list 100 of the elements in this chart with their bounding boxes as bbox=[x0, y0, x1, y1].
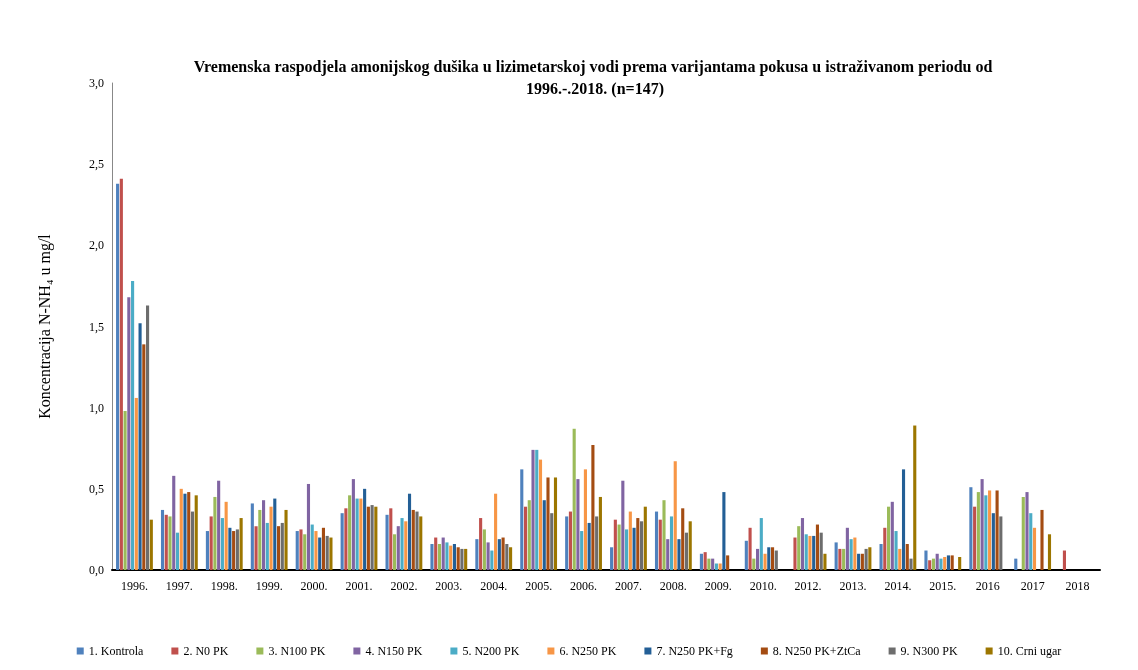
bar bbox=[505, 544, 509, 570]
bar bbox=[280, 522, 284, 570]
bar bbox=[681, 508, 685, 570]
bar bbox=[348, 495, 352, 570]
bar bbox=[808, 535, 812, 570]
bar bbox=[587, 522, 591, 570]
bar bbox=[707, 558, 711, 570]
bar bbox=[924, 550, 928, 570]
bar bbox=[258, 509, 262, 570]
legend-label: 3. N100 PK bbox=[268, 644, 326, 658]
bar bbox=[542, 500, 546, 570]
bar bbox=[703, 552, 707, 570]
bar bbox=[886, 506, 891, 570]
y-tick-label: 0,0 bbox=[89, 563, 104, 577]
bar bbox=[913, 425, 917, 570]
bar bbox=[625, 529, 629, 570]
bar bbox=[613, 519, 617, 570]
bar bbox=[770, 547, 775, 570]
bar bbox=[407, 493, 412, 570]
bar bbox=[658, 519, 662, 570]
x-tick-label: 2010. bbox=[749, 579, 777, 593]
bar bbox=[220, 518, 224, 570]
bar bbox=[669, 516, 674, 570]
bar bbox=[217, 480, 221, 570]
bar bbox=[636, 518, 640, 570]
bar bbox=[306, 483, 311, 570]
x-tick-label: 2018 bbox=[1065, 579, 1090, 593]
bar bbox=[168, 516, 172, 570]
bar bbox=[842, 548, 846, 570]
legend-label: 9. N300 PK bbox=[900, 644, 958, 658]
bar bbox=[767, 547, 771, 570]
bar bbox=[318, 537, 322, 570]
bar bbox=[179, 488, 183, 570]
bar bbox=[456, 547, 460, 570]
bar bbox=[1025, 492, 1029, 570]
bar bbox=[621, 480, 625, 570]
bar bbox=[898, 548, 902, 570]
bar bbox=[146, 305, 150, 570]
legend-label: 6. N250 PK bbox=[559, 644, 617, 658]
bar bbox=[1040, 509, 1044, 570]
bar bbox=[535, 449, 539, 570]
bar bbox=[800, 518, 805, 570]
bar bbox=[905, 544, 909, 570]
bar bbox=[404, 521, 408, 570]
bar bbox=[759, 518, 763, 570]
x-tick-label: 2016 bbox=[975, 579, 1000, 593]
x-tick-label: 2014. bbox=[884, 579, 912, 593]
bar bbox=[149, 519, 153, 570]
bar bbox=[864, 548, 868, 570]
bar bbox=[819, 532, 823, 570]
bar bbox=[909, 558, 913, 570]
bar bbox=[194, 495, 198, 570]
x-tick-label: 2009. bbox=[704, 579, 732, 593]
bar bbox=[748, 527, 752, 570]
bar bbox=[299, 529, 303, 570]
bar bbox=[490, 550, 494, 570]
bar bbox=[385, 514, 389, 570]
bar bbox=[527, 500, 531, 570]
bar bbox=[441, 537, 445, 570]
bar bbox=[610, 547, 614, 570]
bar bbox=[262, 500, 266, 570]
bar bbox=[883, 527, 887, 570]
bar bbox=[673, 461, 677, 570]
bar bbox=[935, 553, 939, 570]
bar bbox=[359, 498, 363, 570]
x-tick-label: 2000. bbox=[300, 579, 328, 593]
bar bbox=[344, 508, 348, 570]
x-tick-label: 2007. bbox=[614, 579, 642, 593]
legend-label: 7. N250 PK+Fg bbox=[656, 644, 733, 658]
bar bbox=[138, 323, 142, 570]
bar bbox=[460, 548, 464, 570]
x-tick-label: 2004. bbox=[480, 579, 508, 593]
bar bbox=[984, 495, 988, 570]
bar bbox=[415, 511, 419, 570]
bar bbox=[591, 445, 595, 570]
bar bbox=[752, 558, 756, 570]
y-tick-label: 2,0 bbox=[89, 238, 104, 253]
bar bbox=[662, 500, 666, 570]
bar bbox=[973, 506, 977, 570]
bar bbox=[744, 540, 748, 570]
bar bbox=[838, 548, 842, 570]
chart-title: Vremenska raspodjela amonijskog dušika u lizimetarskoj vodi prema varijantama pokusa u istraživanom periodu od 1996.-.2018. (n=147) bbox=[193, 57, 997, 98]
bar bbox=[175, 532, 180, 570]
bar bbox=[134, 397, 138, 570]
bar bbox=[568, 511, 572, 570]
bar bbox=[546, 477, 550, 570]
bar bbox=[119, 178, 123, 570]
bar bbox=[419, 516, 423, 570]
bar bbox=[815, 524, 820, 570]
bar bbox=[763, 553, 767, 570]
bar bbox=[482, 529, 486, 570]
bar bbox=[209, 516, 213, 570]
bar bbox=[666, 539, 670, 570]
legend-label: 8. N250 PK+ZtCa bbox=[772, 644, 862, 658]
bar bbox=[1029, 513, 1033, 570]
bar bbox=[756, 548, 760, 570]
bar bbox=[550, 513, 554, 570]
bar bbox=[366, 506, 370, 570]
bar bbox=[363, 488, 367, 570]
bar bbox=[123, 410, 127, 570]
